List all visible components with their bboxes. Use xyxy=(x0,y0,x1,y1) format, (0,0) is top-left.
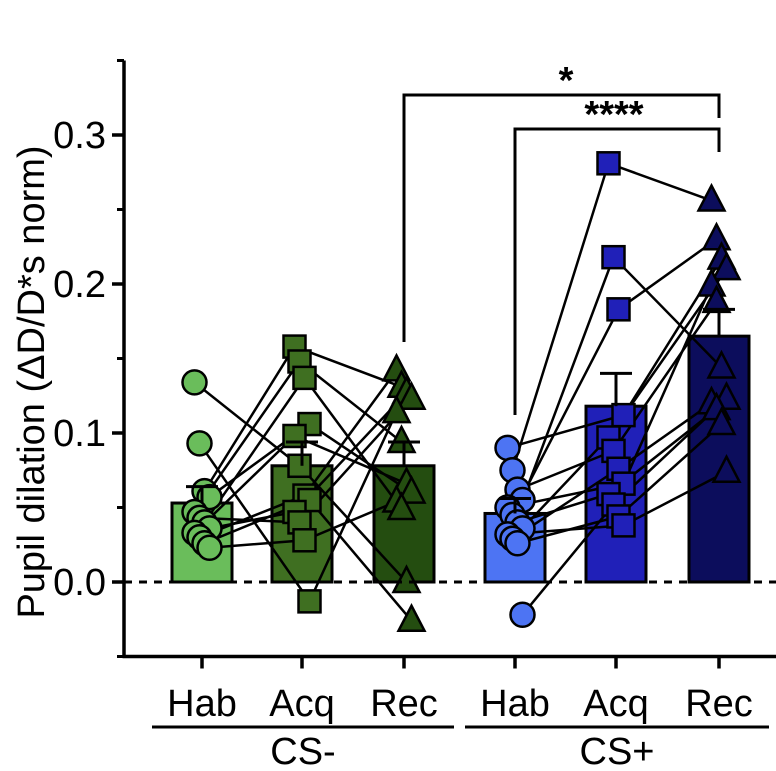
point-CS--Rec xyxy=(386,491,417,521)
point-CS+-Acq xyxy=(611,513,636,538)
point-CS--Rec xyxy=(381,352,412,382)
point-CS--Acq xyxy=(297,589,322,614)
point-CS--Rec xyxy=(381,394,412,424)
significance-bracket xyxy=(402,93,721,342)
y-tick-label: 0.0 xyxy=(53,562,106,604)
point-CS+-Acq xyxy=(611,402,636,428)
point-CS+-Hab xyxy=(504,530,531,557)
point-CS+-Rec xyxy=(701,221,732,251)
y-axis-label: Pupil dilation (ΔD/D*s norm) xyxy=(11,145,53,618)
point-CS+-Hab xyxy=(509,601,536,629)
error-bars-layer xyxy=(186,307,735,514)
point-CS--Rec xyxy=(386,424,417,454)
point-CS--Acq xyxy=(292,365,317,391)
point-CS+-Rec xyxy=(706,406,737,436)
x-tick-label-CS--Rec: Rec xyxy=(370,683,438,725)
data-points-layer xyxy=(181,151,742,632)
point-CS--Hab xyxy=(181,369,208,396)
y-tick-label: 0.2 xyxy=(53,264,106,306)
point-CS+-Rec xyxy=(701,284,732,314)
point-CS--Hab xyxy=(186,430,213,457)
point-CS--Rec xyxy=(396,381,427,410)
y-tick-label: 0.3 xyxy=(53,115,106,157)
point-CS+-Acq xyxy=(606,297,631,322)
point-CS+-Rec xyxy=(711,251,742,281)
y-tick-label: 0.1 xyxy=(53,413,106,455)
x-tick-label-CS--Acq: Acq xyxy=(269,683,334,725)
group-label-CS-: CS- xyxy=(270,731,335,771)
x-tick-label-CS--Hab: Hab xyxy=(167,683,237,725)
point-CS--Acq xyxy=(287,453,312,479)
point-CS+-Hab xyxy=(494,434,521,462)
point-CS+-Acq xyxy=(601,244,626,270)
point-CS+-Rec xyxy=(696,182,727,212)
x-tick-label-CS+-Hab: Hab xyxy=(480,683,550,725)
point-CS--Rec xyxy=(396,474,427,504)
axes-layer: 0.0 0.1 0.2 0.3 Hab Acq Rec CS- Hab Acq Rec CS+ xyxy=(53,59,776,771)
point-CS--Hab xyxy=(196,534,223,561)
x-tick-label-CS+-Acq: Acq xyxy=(583,683,648,725)
point-CS+-Rec xyxy=(711,454,742,483)
group-label-CS+: CS+ xyxy=(580,731,655,771)
significance-layer: ***** xyxy=(402,60,721,415)
point-CS--Acq xyxy=(292,528,317,553)
significance-label: **** xyxy=(584,94,643,136)
point-CS--Rec xyxy=(391,564,422,594)
x-tick-label-CS+-Rec: Rec xyxy=(685,683,753,725)
significance-label: * xyxy=(559,60,574,102)
point-CS+-Acq xyxy=(596,151,621,176)
point-CS--Rec xyxy=(396,603,427,632)
point-CS+-Rec xyxy=(706,349,737,379)
significance-bracket xyxy=(513,127,721,415)
